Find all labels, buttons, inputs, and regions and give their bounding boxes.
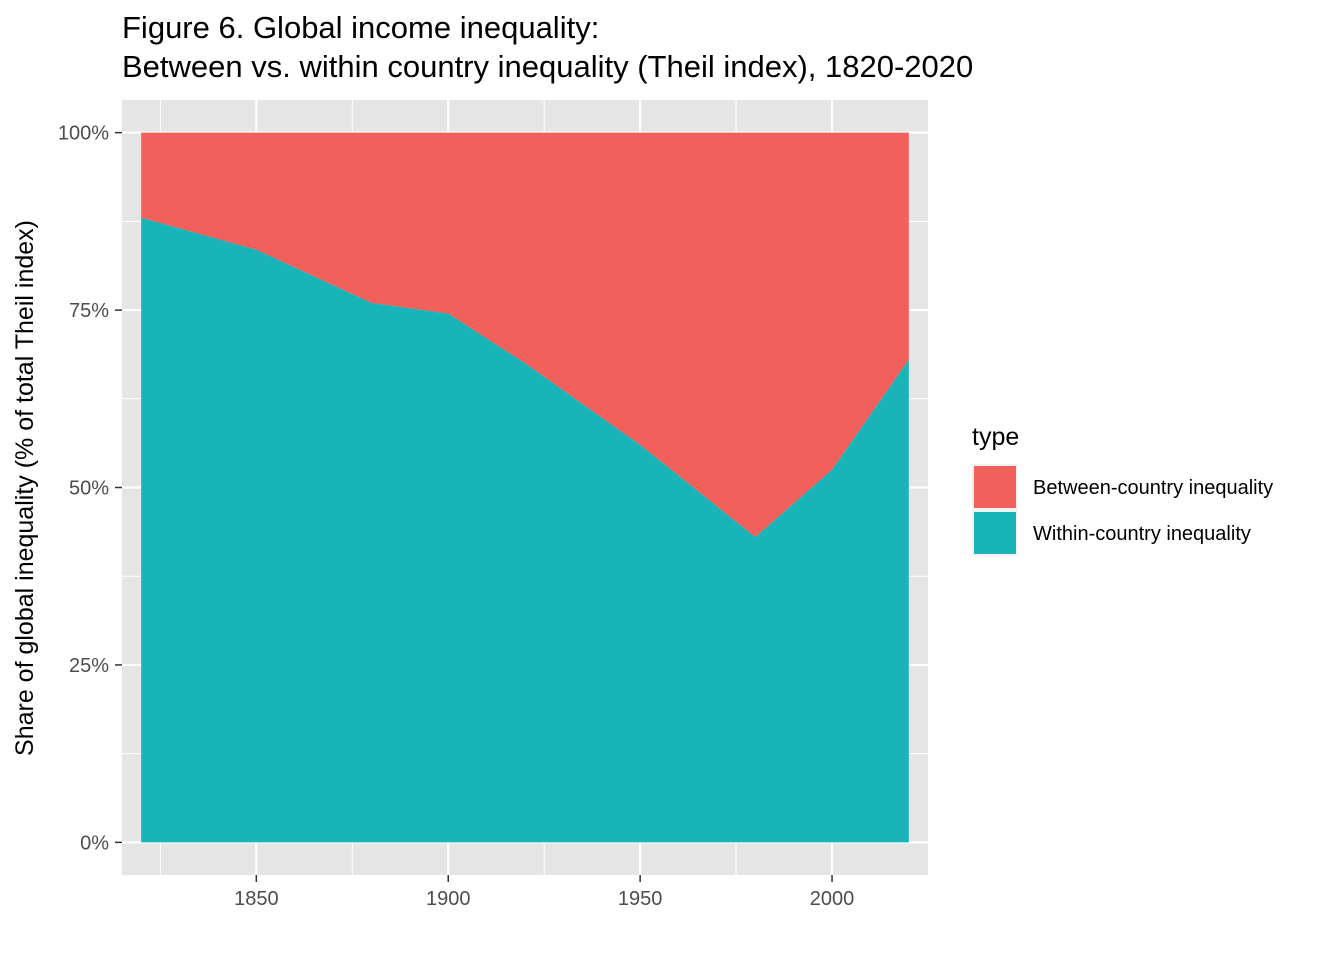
y-tick-label: 25% xyxy=(69,655,109,677)
x-tick-label: 2000 xyxy=(810,888,855,910)
legend-label: Within-country inequality xyxy=(1033,523,1251,545)
x-tick-label: 1900 xyxy=(426,888,471,910)
y-tick-label: 0% xyxy=(80,832,109,854)
legend: type Between-country inequality Within-co… xyxy=(972,423,1273,556)
area-layer xyxy=(141,132,909,843)
area-between-country xyxy=(141,132,909,538)
y-axis-title: Share of global inequality (% of total T… xyxy=(11,220,39,756)
y-tick-label: 100% xyxy=(58,123,109,145)
legend-title: type xyxy=(972,423,1019,451)
legend-label: Between-country inequality xyxy=(1033,477,1273,499)
x-axis: 1850 1900 1950 2000 xyxy=(234,875,854,910)
chart-title-line2: Between vs. within country inequality (T… xyxy=(122,49,973,84)
y-tick-label: 50% xyxy=(69,478,109,500)
area-within-country xyxy=(141,217,909,843)
y-axis: 0% 25% 50% 75% 100% xyxy=(58,123,122,854)
y-tick-label: 75% xyxy=(69,300,109,322)
x-tick-label: 1850 xyxy=(234,888,279,910)
x-tick-label: 1950 xyxy=(618,888,663,910)
chart-title-line1: Figure 6. Global income inequality: xyxy=(122,10,599,45)
legend-swatch xyxy=(974,466,1016,508)
legend-swatch xyxy=(974,512,1016,554)
